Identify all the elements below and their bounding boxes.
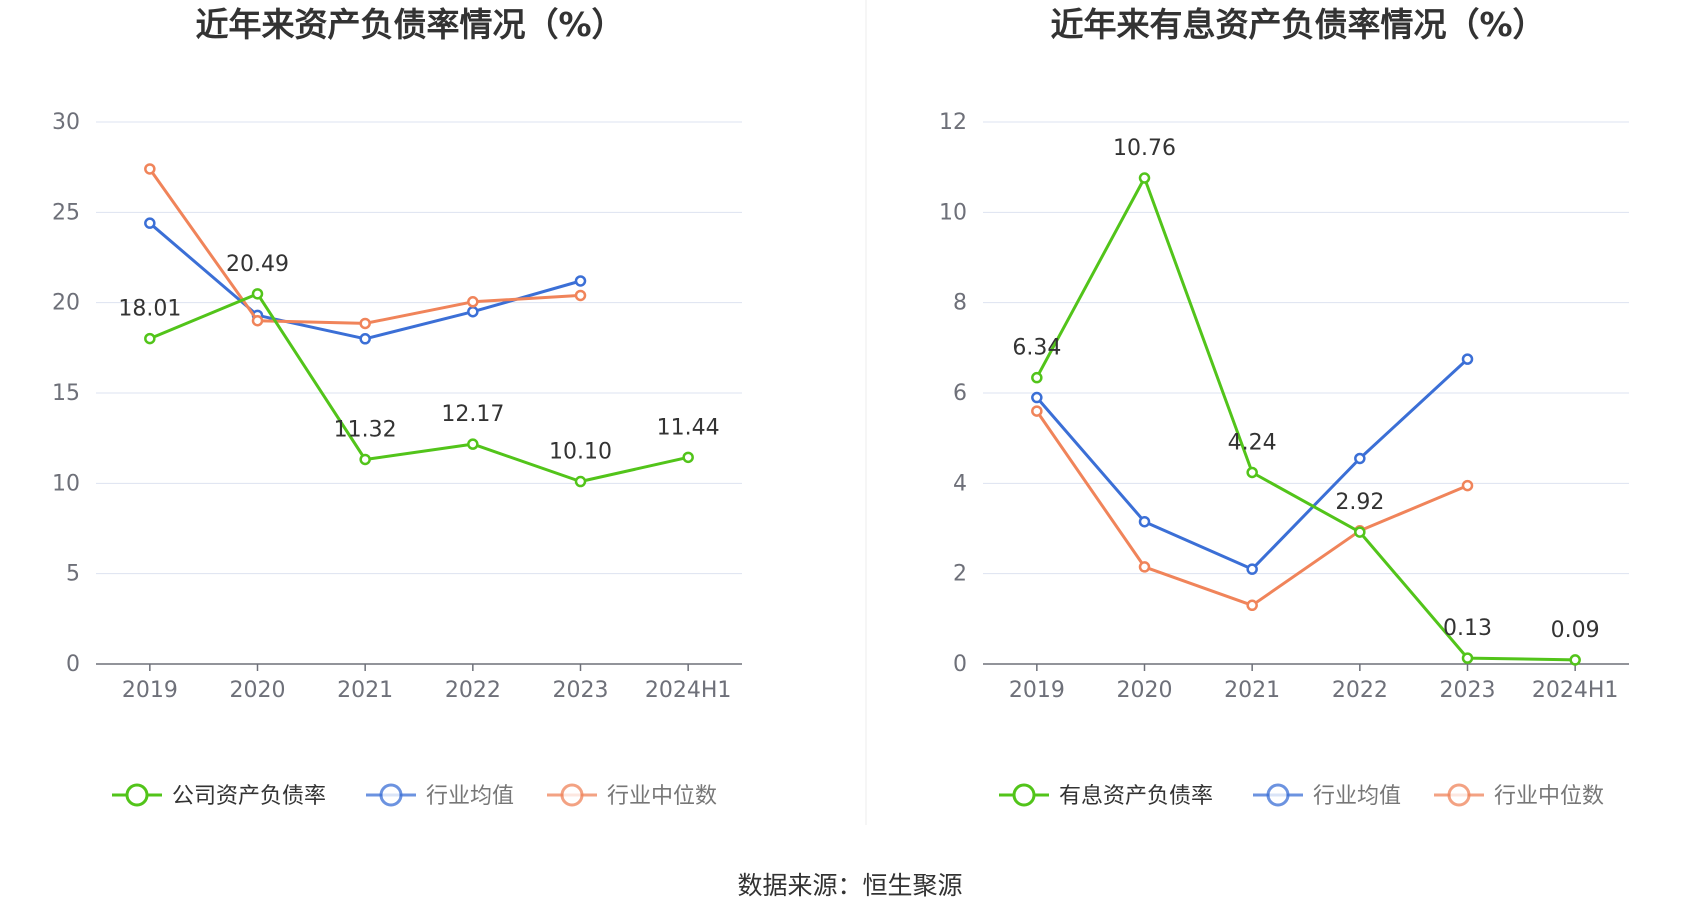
chart1-y-tick-label: 30 (52, 110, 80, 135)
chart1-data-point-0 (144, 332, 156, 345)
chart2-legend-marker-2 (1447, 783, 1471, 807)
chart2-x-tick-label: 2023 (1440, 678, 1496, 703)
chart1-series-line-0 (149, 292, 689, 483)
chart1-x-tick-label: 2019 (122, 678, 178, 703)
chart1-data-label: 12.17 (441, 402, 504, 427)
chart1-y-tick-label: 25 (52, 200, 80, 225)
chart2-x-tick-label: 2020 (1117, 678, 1173, 703)
chart2-data-point-1 (1246, 563, 1258, 575)
chart2-y-tick-label: 8 (953, 291, 967, 316)
chart1-data-point-1 (144, 217, 156, 229)
chart1-data-label: 10.10 (549, 440, 612, 465)
chart1-y-tick-label: 20 (52, 291, 80, 316)
chart2-data-label: 4.24 (1228, 430, 1277, 455)
chart1-legend-marker-1 (379, 783, 403, 807)
chart2-data-label: 0.09 (1551, 618, 1600, 643)
chart2-data-point-0 (1354, 526, 1366, 538)
chart1-data-label: 18.01 (118, 297, 181, 322)
chart2-series-line-0 (1035, 176, 1576, 662)
chart2-data-point-2 (1461, 479, 1474, 492)
chart1-data-point-0 (251, 288, 264, 300)
chart1-data-label: 11.32 (334, 417, 397, 442)
chart1-data-point-1 (574, 275, 587, 287)
chart1-y-tick-label: 0 (66, 652, 80, 677)
chart2-data-point-1 (1031, 391, 1043, 404)
chart2-y-tick-label: 10 (939, 200, 967, 225)
chart2-data-point-0 (1031, 371, 1043, 384)
chart2-y-tick-label: 6 (953, 381, 967, 406)
chart2-legend-label-0: 有息资产负债率 (1059, 784, 1213, 809)
chart2-legend-label-1: 行业均值 (1313, 784, 1401, 809)
chart1-data-point-0 (574, 475, 587, 488)
chart1-x-tick-label: 2022 (445, 678, 501, 703)
chart2-data-label: 6.34 (1012, 336, 1061, 361)
chart2-data-point-1 (1138, 515, 1151, 528)
chart2-x-tick-label: 2022 (1332, 678, 1388, 703)
chart1-legend-marker-0 (125, 783, 149, 807)
chart2-x-tick-label: 2019 (1009, 678, 1065, 703)
chart2-data-label: 10.76 (1113, 136, 1176, 161)
chart2-y-tick-label: 0 (953, 652, 967, 677)
chart1-data-point-2 (574, 289, 587, 302)
chart1-series-line-2 (148, 168, 581, 325)
chart2-y-tick-label: 12 (939, 110, 967, 135)
chart2-title: 近年来有息资产负债率情况（%） (1050, 5, 1545, 44)
chart1-title: 近年来资产负债率情况（%） (195, 5, 624, 44)
chart2-data-label: 2.92 (1335, 490, 1384, 515)
chart1-x-tick-label: 2021 (337, 678, 393, 703)
chart1-legend-label-0: 公司资产负债率 (172, 784, 326, 809)
chart1-data-point-0 (359, 453, 371, 466)
chart2-data-point-0 (1569, 654, 1581, 666)
chart2-series-line-1 (1035, 357, 1469, 571)
chart1-y-tick-label: 5 (66, 562, 80, 587)
chart1-data-point-1 (467, 305, 479, 318)
chart2-x-tick-label: 2024H1 (1532, 678, 1619, 703)
chart1-data-label: 20.49 (226, 252, 289, 277)
chart1-legend-label-1: 行业均值 (426, 784, 514, 809)
chart1-x-tick-label: 2024H1 (645, 678, 732, 703)
chart2-data-point-1 (1461, 353, 1474, 365)
chart2-data-point-0 (1461, 652, 1474, 664)
chart1-data-label: 11.44 (657, 415, 720, 440)
chart1-data-point-2 (144, 163, 156, 175)
chart2-data-point-2 (1246, 599, 1258, 612)
chart1-y-tick-label: 15 (52, 381, 80, 406)
chart2-data-point-0 (1246, 466, 1258, 479)
chart2-data-label: 0.13 (1443, 616, 1492, 641)
chart2-y-tick-label: 4 (953, 471, 967, 496)
chart1-x-tick-label: 2023 (553, 678, 609, 703)
chart1-data-point-0 (682, 451, 694, 464)
chart1-data-point-2 (359, 317, 371, 330)
source-label: 数据来源：恒生聚源 (737, 871, 962, 900)
chart1-y-tick-label: 10 (52, 471, 80, 496)
chart2-legend-marker-0 (1012, 783, 1036, 807)
chart1-data-point-1 (359, 333, 371, 345)
chart1-x-tick-label: 2020 (230, 678, 286, 703)
chart1-data-point-2 (251, 314, 264, 327)
chart2-data-point-1 (1354, 452, 1366, 465)
chart2-legend-label-2: 行业中位数 (1494, 784, 1604, 809)
chart2-legend-marker-1 (1266, 783, 1290, 807)
chart1-data-point-0 (467, 438, 479, 450)
chart1-legend-marker-2 (560, 783, 584, 807)
chart2-data-point-2 (1138, 561, 1151, 573)
chart2-data-point-2 (1031, 405, 1043, 417)
chart1-legend-label-2: 行业中位数 (607, 784, 717, 809)
chart2-data-point-0 (1138, 172, 1151, 184)
chart2-y-tick-label: 2 (953, 562, 967, 587)
chart2-x-tick-label: 2021 (1224, 678, 1280, 703)
chart1-data-point-2 (467, 296, 479, 308)
